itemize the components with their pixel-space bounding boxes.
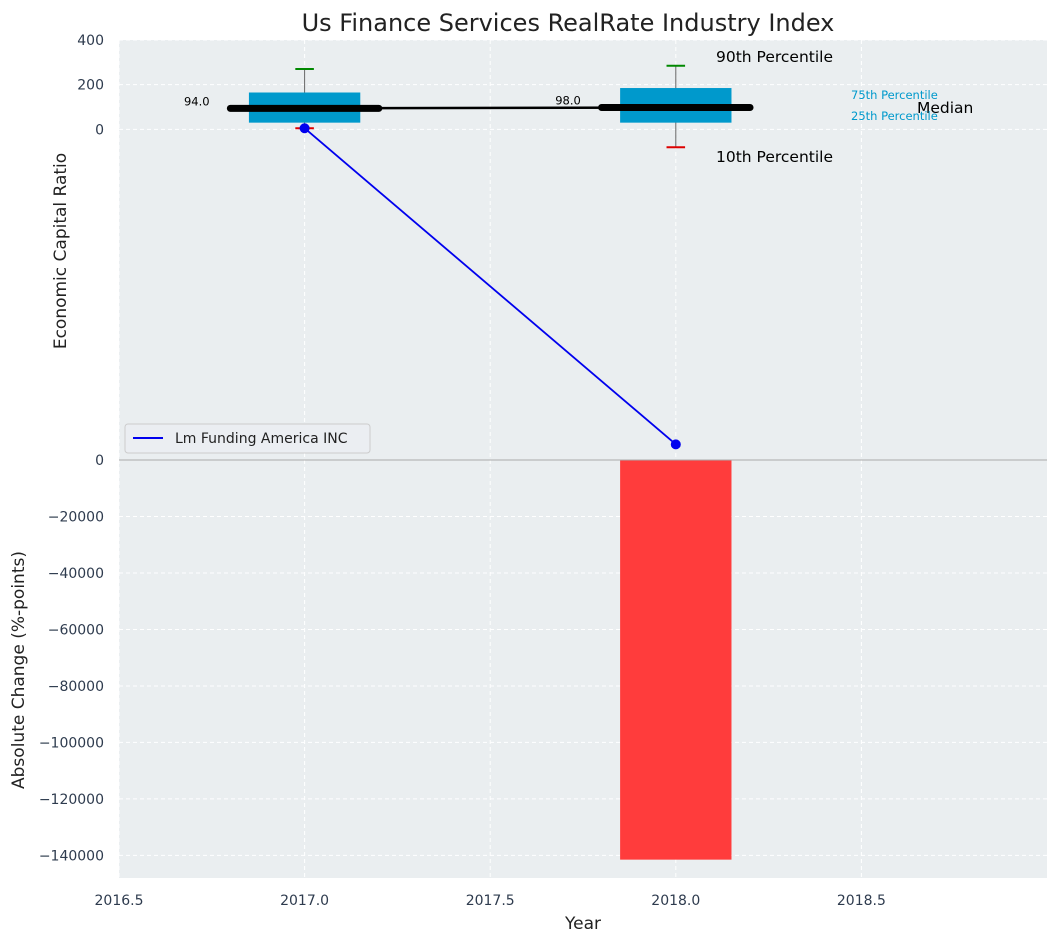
x-tick-label: 2018.5 [837, 893, 886, 909]
x-tick-label: 2018.0 [651, 893, 700, 909]
bars-layer [620, 460, 732, 860]
bottom-y-tick-label: −140000 [39, 848, 104, 864]
top-y-tick-label: 400 [77, 33, 104, 49]
box-median-label: 94.0 [184, 94, 210, 108]
bottom-y-axis-label: Absolute Change (%-points) [9, 551, 29, 789]
x-tick-label: 2016.5 [95, 893, 144, 909]
bottom-y-tick-label: −100000 [39, 735, 104, 751]
bottom-y-tick-label: 0 [95, 453, 104, 469]
series-point [299, 123, 310, 134]
ticks-layer: 2016.5 2017.0 2017.5 2018.0 2018.5 0 200 400 0 −2… [39, 33, 886, 909]
top-y-tick-label: 200 [77, 78, 104, 94]
annotation-median: Median [917, 99, 973, 117]
series-layer [299, 123, 681, 450]
bottom-y-tick-label: −60000 [48, 622, 104, 638]
series-line [304, 127, 677, 446]
bottom-y-tick-label: −80000 [48, 679, 104, 695]
series-point [670, 439, 681, 450]
x-tick-label: 2017.5 [466, 893, 515, 909]
x-tick-label: 2017.0 [280, 893, 329, 909]
box-median-label: 98.0 [555, 93, 581, 107]
change-bar [620, 460, 732, 860]
bottom-y-tick-label: −40000 [48, 566, 104, 582]
bottom-panel-background [119, 460, 1047, 878]
grid-lines [118, 39, 1047, 878]
annotation-25th-percentile: 25th Percentile [851, 109, 938, 123]
median-connector-line [304, 106, 676, 110]
bottom-y-tick-label: −120000 [39, 792, 104, 808]
legend: Lm Funding America INC [124, 423, 371, 454]
x-axis-label: Year [564, 914, 601, 934]
annotation-75th-percentile: 75th Percentile [851, 88, 938, 102]
top-y-axis-label: Economic Capital Ratio [51, 153, 71, 349]
top-y-tick-label: 0 [95, 122, 104, 138]
boxplots-layer: 94.0 98.0 [184, 64, 754, 149]
bottom-y-tick-label: −20000 [48, 509, 104, 525]
legend-box [124, 423, 371, 454]
legend-label: Lm Funding America INC [175, 431, 348, 447]
annotation-10th-percentile: 10th Percentile [716, 148, 833, 166]
annotation-90th-percentile: 90th Percentile [716, 48, 833, 66]
chart-title: Us Finance Services RealRate Industry In… [302, 9, 835, 37]
